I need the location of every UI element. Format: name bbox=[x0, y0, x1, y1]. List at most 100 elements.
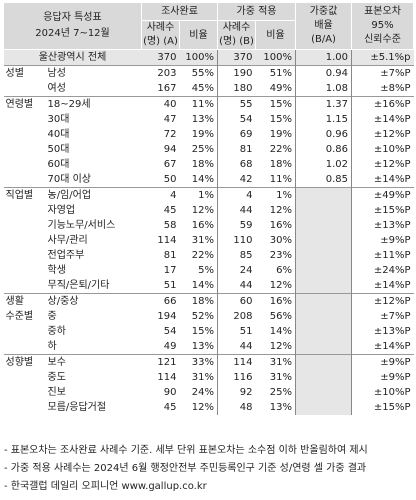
footnote-3: - 한국갤럽 데일리 오피니언 www.gallup.co.kr bbox=[4, 481, 207, 492]
ratio-b: 12% bbox=[269, 341, 293, 352]
cases-a: 90 bbox=[163, 387, 177, 398]
header-cases-a: 사례수 (명) (A) bbox=[141, 20, 180, 50]
table-row: 자영업 45 12% 44 12% ±15%P bbox=[4, 203, 414, 218]
ratio-a: 31% bbox=[191, 235, 214, 246]
row-label: 중 bbox=[47, 311, 57, 322]
ratio-a: 24% bbox=[191, 387, 214, 398]
weight-multiplier bbox=[295, 385, 352, 400]
row-label: 18~29세 bbox=[45, 96, 142, 112]
ratio-b: 19% bbox=[269, 129, 293, 140]
cases-b: 116 bbox=[217, 370, 256, 385]
table-row: 무직/은퇴/기타 51 14% 44 12% ±14%P bbox=[4, 278, 414, 294]
cases-a: 45 bbox=[163, 205, 177, 216]
weight-multiplier: 1.08 bbox=[295, 81, 352, 97]
ratio-a: 13% bbox=[191, 341, 214, 352]
ratio-a: 31% bbox=[191, 372, 214, 383]
row-label: 농/임/어업 bbox=[45, 187, 142, 203]
table-row: 학생 17 5% 24 6% ±24%P bbox=[4, 263, 414, 278]
margin-of-error: ±12%P bbox=[351, 293, 414, 309]
table-row: 직업별 농/임/어업 4 1% 4 1% ±49%P bbox=[3, 187, 414, 294]
row-label: 하 bbox=[47, 341, 57, 352]
ratio-a: 33% bbox=[179, 354, 218, 370]
weight-multiplier bbox=[295, 324, 352, 339]
ratio-a: 22% bbox=[191, 250, 214, 261]
margin-of-error: ±9%P bbox=[351, 354, 414, 370]
total-b-pct: 100% bbox=[255, 49, 296, 66]
group-label: 연령별 bbox=[3, 96, 46, 188]
cases-b: 60 bbox=[217, 293, 256, 309]
cases-b: 54 bbox=[217, 112, 256, 127]
weight-multiplier bbox=[295, 370, 352, 385]
ratio-b: 12% bbox=[269, 280, 293, 291]
ratio-b: 23% bbox=[269, 250, 293, 261]
table-row: 중도 114 31% 116 31% ±9%P bbox=[4, 370, 414, 385]
ratio-b: 49% bbox=[269, 83, 293, 94]
cases-b: 48 bbox=[217, 400, 256, 415]
margin-of-error: ±14%P bbox=[351, 278, 414, 294]
cases-b: 55 bbox=[217, 96, 256, 112]
margin-of-error: ±12%P bbox=[351, 157, 414, 172]
row-label: 진보 bbox=[47, 387, 66, 398]
weight-multiplier: 1.37 bbox=[295, 96, 352, 112]
cases-a: 203 bbox=[141, 65, 180, 81]
margin-of-error: ±13%P bbox=[351, 324, 414, 339]
ratio-b: 15% bbox=[269, 114, 293, 125]
cases-b: 44 bbox=[217, 339, 256, 355]
weight-multiplier bbox=[295, 218, 352, 233]
weight-multiplier bbox=[295, 354, 352, 370]
table-row: 60대 67 18% 68 18% 1.02 ±12%P bbox=[4, 157, 414, 172]
table-row: 50대 94 25% 81 22% 0.86 ±10%P bbox=[4, 142, 414, 157]
ratio-b: 1% bbox=[255, 187, 296, 203]
margin-of-error: ±8%P bbox=[351, 81, 414, 97]
header-title-line1: 응답자 특성표 bbox=[43, 12, 102, 23]
row-label: 50대 bbox=[47, 144, 70, 155]
ratio-b: 11% bbox=[269, 174, 293, 185]
row-label: 자영업 bbox=[47, 205, 76, 216]
group-label: 성향별 bbox=[3, 354, 46, 415]
margin-of-error: ±12%P bbox=[351, 127, 414, 142]
cases-a: 49 bbox=[163, 341, 177, 352]
cases-b: 59 bbox=[217, 218, 256, 233]
total-mult: 1.00 bbox=[295, 49, 352, 66]
margin-of-error: ±16%P bbox=[351, 96, 414, 112]
row-label: 기능노무/서비스 bbox=[47, 220, 116, 231]
table-row: 성별 남성 203 55% 190 51% 0.94 ±7%P bbox=[3, 65, 414, 97]
row-label: 상/중상 bbox=[45, 293, 142, 309]
margin-of-error: ±11%P bbox=[351, 248, 414, 263]
table-row: 모름/응답거절 45 12% 48 13% ±15%P bbox=[4, 400, 414, 415]
row-label: 전업주부 bbox=[47, 250, 85, 261]
weight-multiplier bbox=[295, 309, 352, 324]
ratio-a: 13% bbox=[191, 114, 214, 125]
margin-of-error: ±9%P bbox=[351, 370, 414, 385]
ratio-a: 55% bbox=[179, 65, 218, 81]
row-label: 보수 bbox=[45, 354, 142, 370]
cases-b: 69 bbox=[217, 127, 256, 142]
total-a: 370 bbox=[141, 49, 180, 66]
ratio-a: 19% bbox=[191, 129, 214, 140]
respondent-table: 응답자 특성표 2024년 7~12월 조사완료 가중 적용 가중값 배율 (B/A… bbox=[3, 2, 415, 415]
cases-b: 208 bbox=[217, 309, 256, 324]
ratio-b: 25% bbox=[269, 387, 293, 398]
ratio-a: 16% bbox=[191, 220, 214, 231]
weight-multiplier bbox=[295, 203, 352, 218]
ratio-a: 25% bbox=[191, 144, 214, 155]
weight-multiplier: 1.02 bbox=[295, 157, 352, 172]
row-label: 학생 bbox=[47, 265, 66, 276]
cases-a: 47 bbox=[163, 114, 177, 125]
cases-a: 194 bbox=[157, 311, 177, 322]
weight-multiplier bbox=[295, 339, 352, 355]
cases-b: 44 bbox=[217, 278, 256, 294]
ratio-b: 12% bbox=[269, 205, 293, 216]
row-label: 모름/응답거절 bbox=[47, 402, 107, 413]
row-label: 중도 bbox=[47, 372, 66, 383]
weight-multiplier bbox=[295, 187, 352, 203]
table-row: 여성 167 45% 180 49% 1.08 ±8%P bbox=[4, 81, 414, 97]
table-row: 중하 54 15% 51 14% ±13%P bbox=[4, 324, 414, 339]
cases-b: 4 bbox=[217, 187, 256, 203]
cases-b: 190 bbox=[217, 65, 256, 81]
margin-of-error: ±15%P bbox=[351, 203, 414, 218]
header-ratio-b: 비율 bbox=[254, 20, 297, 50]
table-row: 30대 47 13% 54 15% 1.15 ±14%P bbox=[4, 112, 414, 127]
ratio-b: 18% bbox=[269, 159, 293, 170]
cases-a: 50 bbox=[163, 174, 177, 185]
